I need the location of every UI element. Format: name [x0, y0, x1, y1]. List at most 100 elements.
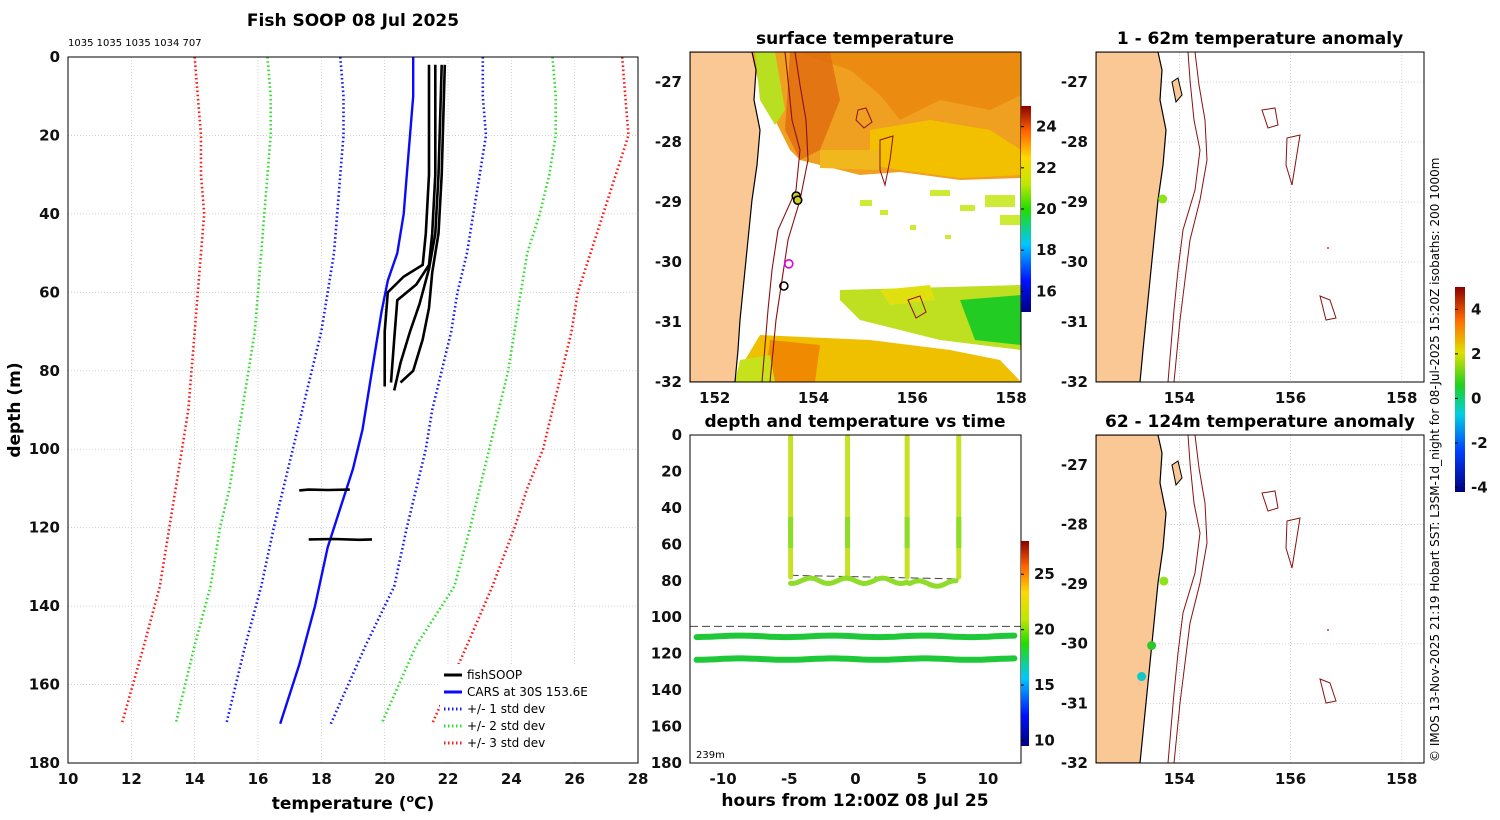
- ytick-label: 0: [50, 48, 60, 66]
- ytick-label: 100: [29, 440, 60, 458]
- anom-map-2-panel: 62 - 124m temperature anomaly 154 156 158 -…: [1061, 287, 1488, 788]
- xtick-label: 0: [850, 770, 860, 788]
- anom-map-1-ticks: 154 156 158 -27 -28 -29 -30 -31 -32: [1061, 73, 1418, 407]
- anomaly-marker: [1159, 576, 1169, 586]
- temperature-band: [693, 655, 1018, 663]
- depth-time-colorbar: [1021, 541, 1029, 746]
- colorbar-tick-label: -4: [1471, 479, 1488, 497]
- depth-time-xlabel: hours from 12:00Z 08 Jul 25: [721, 791, 988, 811]
- depth-time-plot: [690, 434, 1021, 663]
- depth-time-colorbar-ticks: 10 15 20 25: [1021, 565, 1055, 749]
- temperature-band: [693, 632, 1018, 641]
- sst-colorbar: [1021, 106, 1031, 312]
- bottom-track: [788, 575, 959, 589]
- ytick-label: -28: [1061, 133, 1088, 151]
- profile-axes: [67, 56, 639, 764]
- xtick-label: 26: [564, 770, 585, 788]
- sst-marker: [784, 258, 794, 269]
- ytick-label: -28: [655, 133, 682, 151]
- series-std2: [174, 57, 272, 725]
- profile-series: [120, 57, 630, 725]
- series-fish: [389, 64, 437, 383]
- xtick-label: -5: [781, 770, 798, 788]
- profile-panel: Fish SOOP 08 Jul 2025 1035 1035 1035 103…: [5, 11, 648, 814]
- ytick-label: -27: [655, 73, 682, 91]
- ytick-label: 140: [29, 597, 60, 615]
- colorbar-tick-label: 15: [1034, 676, 1055, 694]
- xtick-label: 152: [699, 389, 730, 407]
- anomaly-marker: [1137, 672, 1147, 682]
- ytick-label: 60: [39, 283, 60, 301]
- ytick-label: -30: [655, 253, 682, 271]
- series-fish: [383, 64, 431, 387]
- anom-map-2-land: [1096, 435, 1167, 763]
- anom-map-1-land: [1096, 52, 1167, 382]
- xtick-label: 156: [897, 389, 928, 407]
- depth-time-panel: depth and temperature vs time -10 -5 0 5 100…: [651, 412, 1055, 811]
- colorbar-tick-label: 18: [1036, 241, 1057, 259]
- ytick-label: 40: [661, 499, 682, 517]
- colorbar-tick-label: 10: [1034, 731, 1055, 749]
- colorbar-tick-label: 20: [1034, 621, 1055, 639]
- ytick-label: 80: [39, 362, 60, 380]
- sst-ticks: 152 154 156 158 -27 -28 -29 -30 -31 -32: [655, 73, 1027, 407]
- ytick-label: 180: [651, 754, 682, 772]
- ytick-label: -31: [655, 313, 682, 331]
- ytick-label: 20: [661, 462, 682, 480]
- ytick-label: -27: [1061, 456, 1088, 474]
- xtick-label: 158: [995, 389, 1026, 407]
- sst-marker: [792, 195, 803, 205]
- ytick-label: 0: [672, 426, 682, 444]
- legend-std3-label: +/- 3 std dev: [467, 736, 545, 750]
- xtick-label: 158: [1386, 770, 1417, 788]
- anomaly-colorbar: [1455, 287, 1465, 492]
- ytick-label: 160: [29, 676, 60, 694]
- ytick-label: 140: [651, 681, 682, 699]
- ytick-label: 60: [661, 535, 682, 553]
- xtick-label: 158: [1386, 389, 1417, 407]
- anomaly-marker: [1147, 641, 1157, 651]
- legend-cars-label: CARS at 30S 153.6E: [467, 685, 588, 699]
- ytick-label: -31: [1061, 694, 1088, 712]
- profile-subtitle: 1035 1035 1035 1034 707: [68, 38, 202, 49]
- colorbar-tick-label: 0: [1471, 389, 1481, 407]
- series-std1: [225, 57, 345, 725]
- sst-land: [690, 52, 761, 382]
- ytick-label: -29: [1061, 193, 1088, 211]
- xtick-label: 5: [916, 770, 926, 788]
- sst-map-panel: surface temperature: [655, 29, 1057, 407]
- ytick-label: -32: [655, 373, 682, 391]
- series-fish: [392, 64, 443, 391]
- ytick-label: -31: [1061, 313, 1088, 331]
- colorbar-tick-label: 24: [1036, 118, 1057, 136]
- ytick-label: 40: [39, 205, 60, 223]
- ytick-label: -30: [1061, 253, 1088, 271]
- anom-map-1-markers: [1158, 194, 1168, 204]
- depth-time-axes: [689, 434, 1022, 764]
- depth-time-title: depth and temperature vs time: [705, 412, 1006, 432]
- ytick-label: -32: [1061, 754, 1088, 772]
- anom-map-2-title: 62 - 124m temperature anomaly: [1105, 412, 1415, 432]
- ytick-label: 180: [29, 754, 60, 772]
- ytick-label: -29: [1061, 575, 1088, 593]
- series-fish: [308, 537, 373, 542]
- depth-time-annotation: 239m: [696, 750, 725, 761]
- sst-map-title: surface temperature: [756, 29, 954, 49]
- series-std3: [120, 57, 206, 725]
- colorbar-tick-label: 20: [1036, 200, 1057, 218]
- anomaly-colorbar-ticks: 4 2 0 -2 -4: [1455, 300, 1488, 497]
- profile-xlabel: temperature (oC): [272, 792, 435, 814]
- xtick-label: 154: [798, 389, 829, 407]
- credit-text: © IMOS 13-Nov-2025 21:19 Hobart SST: L3S…: [1428, 158, 1442, 762]
- anomaly-marker: [1158, 194, 1168, 204]
- xtick-label: 154: [1164, 389, 1195, 407]
- anom-map-1-panel: 1 - 62m temperature anomaly 154 156 158 -27…: [1061, 29, 1425, 407]
- anom-map-2-markers: [1137, 576, 1169, 682]
- profile-ylabel: depth (m): [5, 362, 25, 457]
- colorbar-tick-label: 16: [1036, 282, 1057, 300]
- xtick-label: 18: [311, 770, 332, 788]
- anom-map-1-axes: [1095, 51, 1425, 383]
- anom-map-2-axes: [1095, 434, 1425, 764]
- xtick-label: 154: [1164, 770, 1195, 788]
